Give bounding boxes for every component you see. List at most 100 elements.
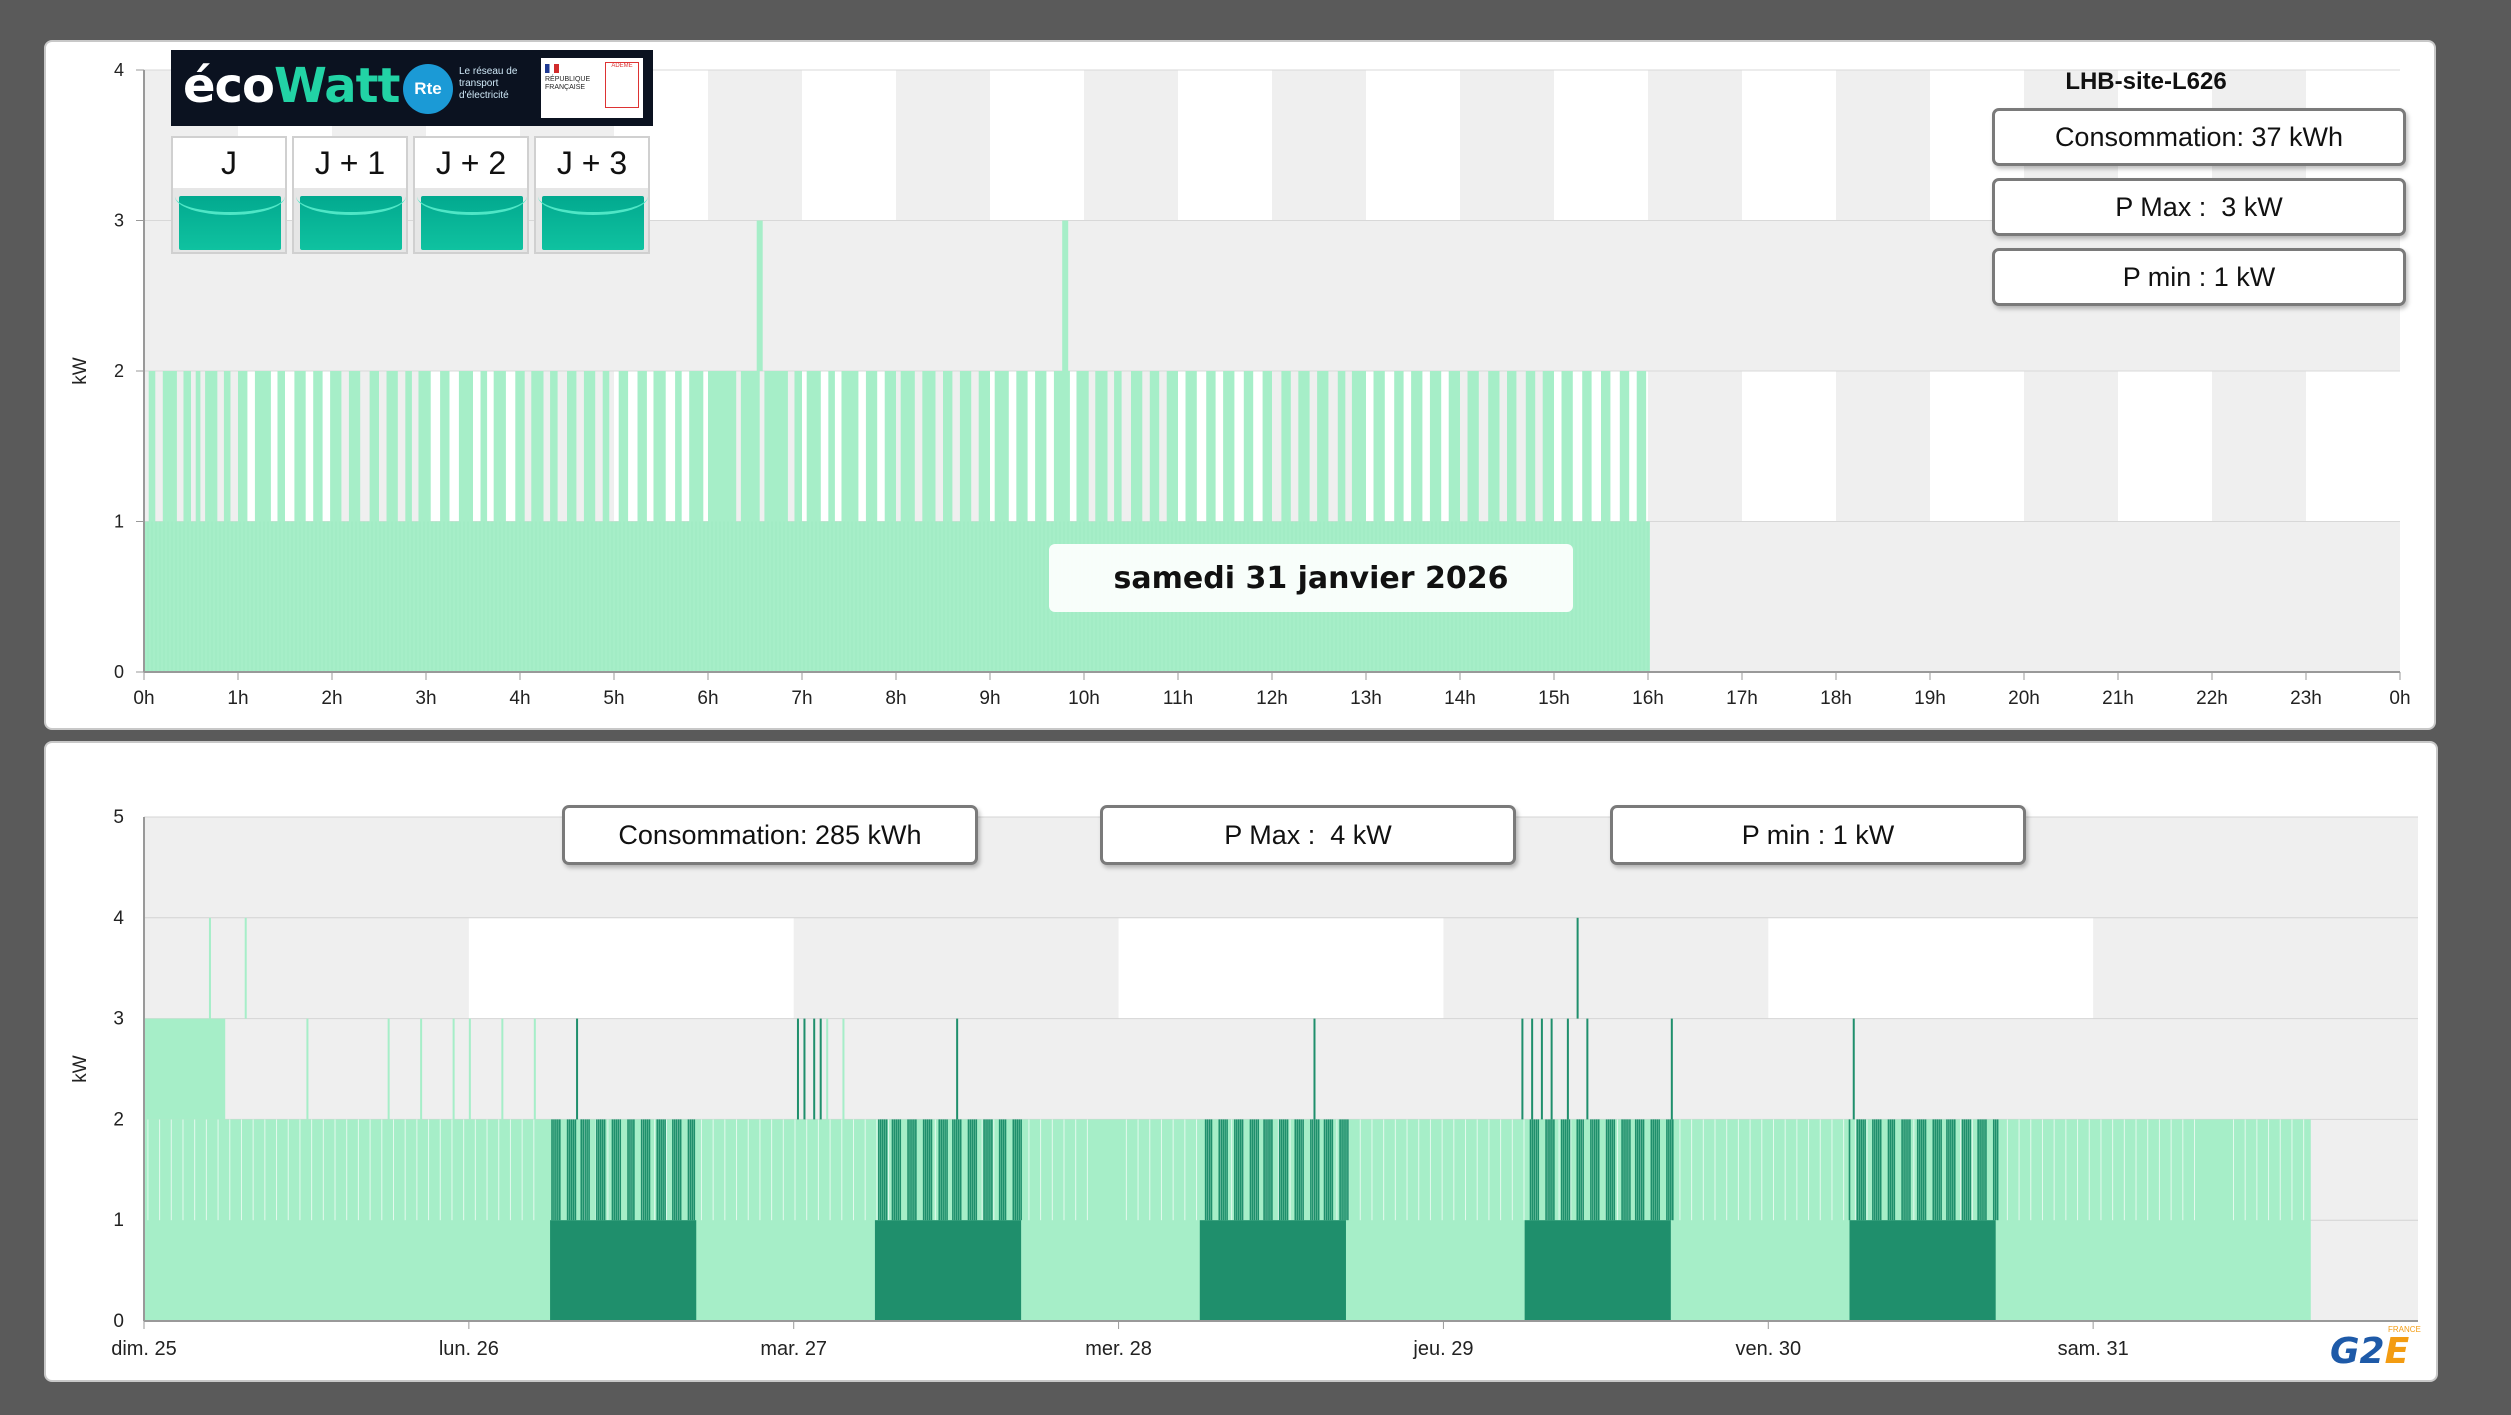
band-column bbox=[1648, 70, 1742, 221]
daily-power-panel: 0 1 2 3 4 0h 1h 2h 3h 4h 5h 6h 7h 8h 9h 10h 11h 12h 13h 14h… bbox=[44, 40, 2436, 730]
bar-3kw bbox=[420, 1018, 423, 1120]
republique-francaise-logo: RÉPUBLIQUE FRANÇAISE ADEME bbox=[541, 58, 643, 118]
weekly-power-panel: 0 1 2 3 4 5 dim. 25 lun. 26 mar. 27 mer. 28 jeu. 2… bbox=[44, 741, 2438, 1382]
y-tick-label: 4 bbox=[113, 908, 124, 929]
x-tick-label: 14h bbox=[1444, 688, 1476, 709]
band-column bbox=[1742, 70, 1836, 221]
band-column bbox=[708, 70, 802, 221]
bar-2kw bbox=[806, 371, 821, 522]
bar-2kw bbox=[959, 371, 972, 522]
bar-2kw bbox=[195, 371, 201, 522]
x-tick-label: 20h bbox=[2008, 688, 2040, 709]
bar-2kw bbox=[480, 371, 488, 522]
x-tick-label: sam. 31 bbox=[2058, 1338, 2129, 1360]
bar-2kw bbox=[1095, 371, 1108, 522]
bar-dark-base bbox=[874, 1220, 1022, 1321]
bar-3kw-dark bbox=[1521, 1018, 1524, 1120]
x-tick-label: 0h bbox=[2389, 688, 2410, 709]
ecowatt-banner: écoWatt Rte Le réseau de transport d'éle… bbox=[171, 50, 653, 126]
band-column bbox=[990, 70, 1084, 221]
bar-2kw bbox=[440, 371, 450, 522]
week-pmin-box: P min : 1 kW bbox=[1610, 805, 2026, 865]
band-column bbox=[802, 70, 896, 221]
bar-2kw bbox=[1507, 371, 1517, 522]
bar-2kw bbox=[1131, 371, 1143, 522]
y-tick-label: 2 bbox=[114, 361, 124, 381]
x-tick-label: 5h bbox=[603, 688, 624, 709]
x-tick-label: 6h bbox=[697, 688, 718, 709]
band-column bbox=[1554, 70, 1648, 221]
x-tick-label: 11h bbox=[1163, 688, 1193, 709]
bar-2kw bbox=[183, 371, 191, 522]
g2e-logo: G2E FRANCE bbox=[2330, 1325, 2421, 1372]
ecowatt-logo: écoWatt bbox=[183, 58, 400, 114]
bar-2kw bbox=[1542, 371, 1554, 522]
signal-green-icon bbox=[175, 196, 285, 250]
x-tick-label: mer. 28 bbox=[1085, 1338, 1152, 1360]
x-tick-label: 12h bbox=[1256, 688, 1288, 709]
weekly-power-chart: 0 1 2 3 4 5 dim. 25 lun. 26 mar. 27 mer. 28 jeu. 2… bbox=[70, 807, 2418, 1360]
band-column bbox=[1366, 70, 1460, 221]
band-cell bbox=[1118, 917, 1444, 1019]
x-tick-label: 23h bbox=[2290, 688, 2322, 709]
bar-3kw-dark bbox=[796, 1018, 799, 1120]
bar-2kw bbox=[313, 371, 323, 522]
bar-2kw bbox=[1298, 371, 1310, 522]
bar-3kw-dark bbox=[576, 1018, 579, 1120]
ecowatt-widget: écoWatt Rte Le réseau de transport d'éle… bbox=[171, 50, 659, 262]
bar-2kw bbox=[369, 371, 379, 522]
bar-3kw-dark bbox=[956, 1018, 959, 1120]
bar-3kw-dark bbox=[819, 1018, 822, 1120]
x-tick-label: 9h bbox=[979, 688, 1000, 709]
y-tick-label: 3 bbox=[113, 1009, 124, 1030]
ecowatt-day-j2: J + 2 bbox=[413, 136, 529, 254]
bar-2kw bbox=[740, 371, 760, 522]
band-cell bbox=[2024, 371, 2118, 522]
band-cell bbox=[2118, 371, 2212, 522]
bar-2kw bbox=[205, 371, 218, 522]
x-tick-label: 2h bbox=[321, 688, 342, 709]
bar-3kw bbox=[842, 1018, 845, 1120]
bar-2kw bbox=[162, 371, 177, 522]
x-tick-label: 16h bbox=[1632, 688, 1664, 709]
bar-2kw bbox=[1185, 371, 1197, 522]
x-tick-label: 8h bbox=[885, 688, 906, 709]
bar-2kw bbox=[1114, 371, 1122, 522]
bar-3kw-dark bbox=[1566, 1018, 1569, 1120]
bar-3kw bbox=[387, 1018, 390, 1120]
french-flag-icon bbox=[545, 64, 559, 73]
x-tick-label: 7h bbox=[791, 688, 812, 709]
bar-2kw bbox=[1394, 371, 1404, 522]
band-cell bbox=[1648, 371, 1742, 522]
x-tick-label: mar. 27 bbox=[760, 1338, 827, 1360]
band-cell bbox=[2212, 371, 2306, 522]
bar-4kw bbox=[1576, 917, 1579, 1019]
bar-2kw bbox=[1149, 371, 1160, 522]
bar-2kw bbox=[637, 371, 647, 522]
bar-2kw bbox=[900, 371, 915, 522]
bar-dark-base bbox=[550, 1220, 697, 1321]
date-label: samedi 31 janvier 2026 bbox=[1049, 544, 1573, 612]
bar-3kw-dark bbox=[1313, 1018, 1316, 1120]
x-tick-label: 13h bbox=[1350, 688, 1382, 709]
week-pmax-box: P Max : 4 kW bbox=[1100, 805, 1516, 865]
bar-2kw bbox=[330, 371, 342, 522]
bar-2kw bbox=[978, 371, 990, 522]
pmin-box: P min : 1 kW bbox=[1992, 248, 2406, 306]
x-tick-label: dim. 25 bbox=[111, 1338, 177, 1360]
bar-3kw-dark bbox=[803, 1018, 806, 1120]
bar-2kw bbox=[994, 371, 1009, 522]
y-tick-label: 4 bbox=[114, 60, 124, 80]
consumption-box: Consommation: 37 kWh bbox=[1992, 108, 2406, 166]
bar-2kw bbox=[1076, 371, 1089, 522]
bar-2kw bbox=[675, 371, 682, 522]
x-tick-label: 18h bbox=[1820, 688, 1852, 709]
bar-3kw bbox=[452, 1018, 455, 1120]
bar-3kw-block bbox=[144, 1018, 226, 1120]
bar-2kw bbox=[884, 371, 896, 522]
bar-2kw bbox=[1373, 371, 1385, 522]
bar-3kw bbox=[826, 1018, 829, 1120]
x-tick-label: 4h bbox=[509, 688, 530, 709]
bar-2kw bbox=[386, 371, 398, 522]
bar-2kw bbox=[1582, 371, 1592, 522]
